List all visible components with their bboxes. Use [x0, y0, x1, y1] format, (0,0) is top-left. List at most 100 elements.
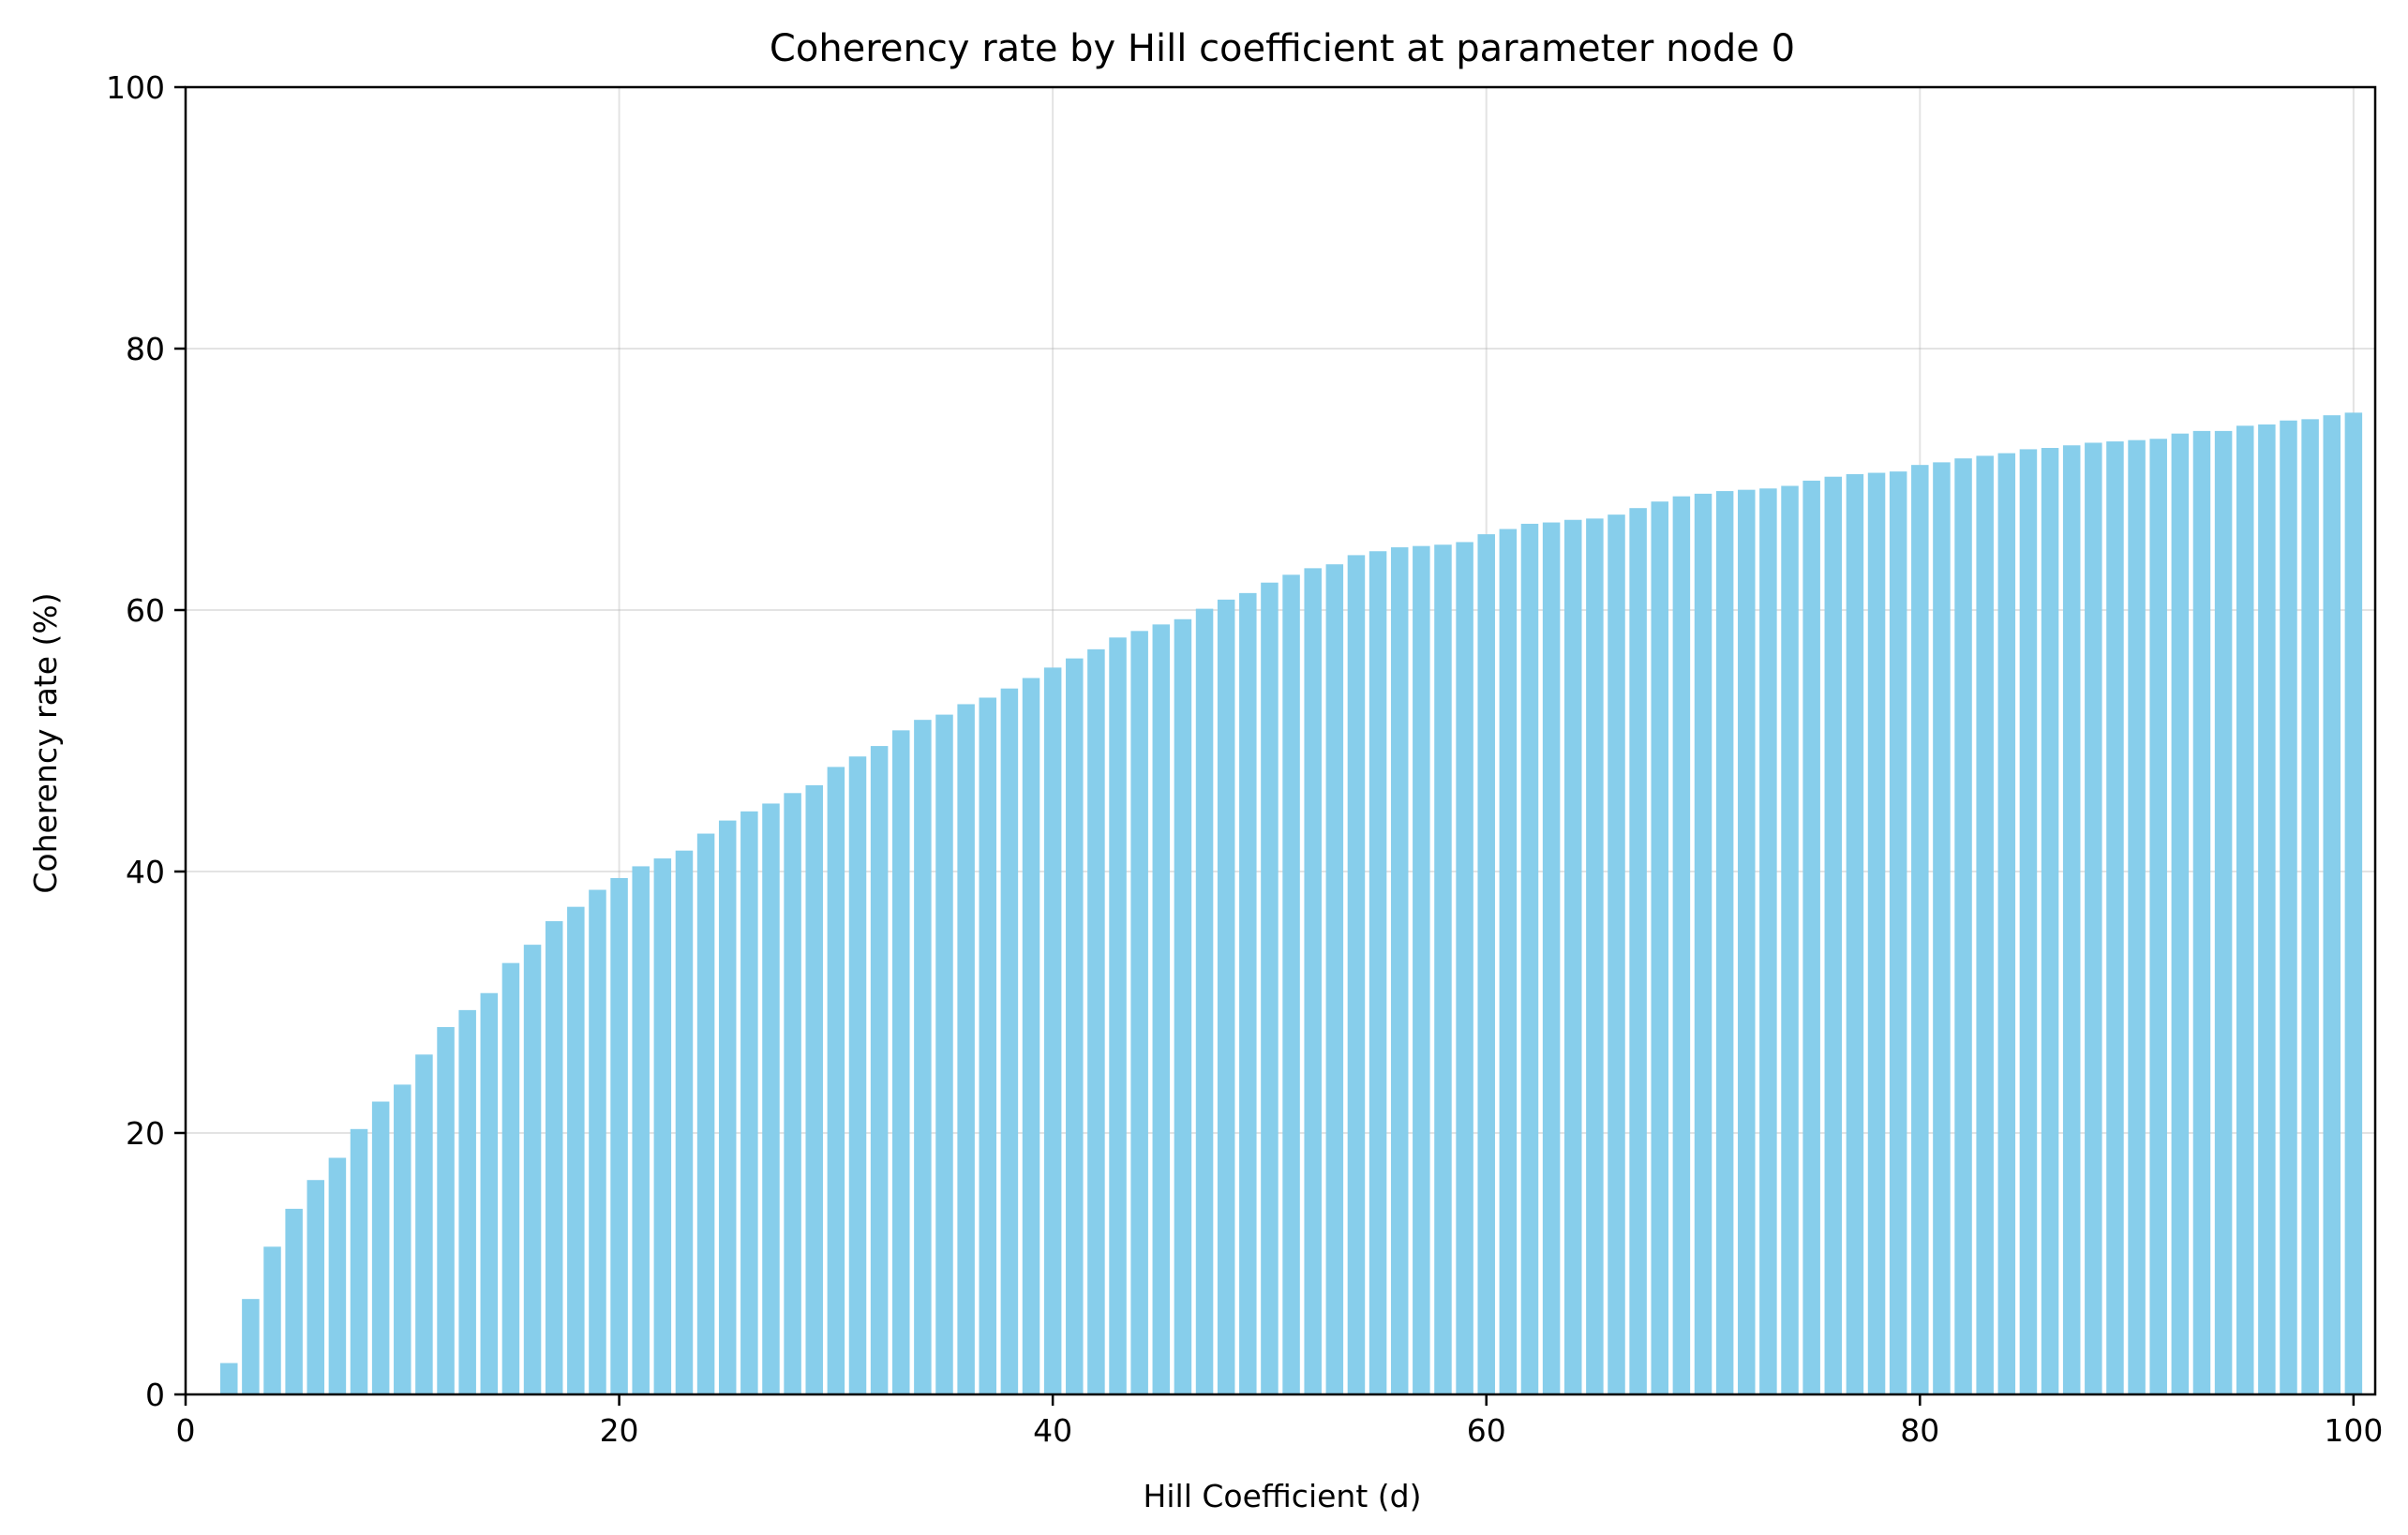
bar — [350, 1128, 368, 1394]
y-tick-label: 100 — [106, 69, 165, 106]
bar — [2106, 441, 2124, 1394]
bar — [1846, 473, 1864, 1394]
bar — [935, 714, 953, 1394]
y-tick-label: 0 — [145, 1377, 165, 1413]
bar — [545, 921, 563, 1394]
bar — [2128, 440, 2146, 1394]
bar — [1347, 555, 1366, 1394]
y-axis-label: Coherency rate (%) — [27, 592, 64, 893]
bar — [2280, 420, 2297, 1395]
bar — [437, 1027, 455, 1394]
bar — [2258, 424, 2276, 1394]
bar — [1520, 523, 1539, 1394]
bar — [2041, 448, 2059, 1394]
bar — [2344, 412, 2363, 1395]
bar — [1954, 458, 1972, 1394]
bar — [1629, 508, 1647, 1394]
bar — [1087, 648, 1105, 1394]
bar — [371, 1101, 390, 1394]
bar — [501, 962, 520, 1394]
bar — [2062, 445, 2081, 1395]
bar — [415, 1054, 433, 1394]
bar — [1390, 547, 1409, 1394]
bar — [2085, 442, 2102, 1394]
bar — [285, 1208, 303, 1394]
bar — [242, 1299, 260, 1394]
bar — [1413, 545, 1430, 1394]
y-tick-label: 20 — [126, 1115, 165, 1152]
y-tick-label: 40 — [126, 854, 165, 890]
bar — [1434, 544, 1452, 1394]
bar — [870, 746, 889, 1394]
bar — [1586, 518, 1604, 1394]
bar — [589, 889, 606, 1394]
bar — [1043, 667, 1062, 1394]
bar — [1282, 574, 1300, 1394]
bar — [1217, 599, 1235, 1394]
bar — [1911, 465, 1929, 1394]
x-tick-label: 40 — [1033, 1412, 1072, 1449]
bar — [1325, 564, 1344, 1394]
x-axis-label: Hill Coefficient (d) — [1144, 1478, 1422, 1514]
bar — [2171, 433, 2190, 1394]
bar — [1651, 501, 1669, 1394]
bar — [1066, 658, 1084, 1394]
bar — [1000, 688, 1019, 1394]
x-tick-label: 80 — [1900, 1412, 1939, 1449]
bar — [632, 866, 650, 1394]
bar — [1759, 488, 1777, 1394]
bar — [1889, 471, 1907, 1394]
bar — [1109, 637, 1127, 1394]
y-tick-label: 60 — [126, 592, 165, 629]
bar — [1802, 480, 1820, 1394]
x-tick-label: 60 — [1467, 1412, 1506, 1449]
chart-title: Coherency rate by Hill coefficient at pa… — [770, 27, 1795, 70]
bar — [307, 1180, 325, 1394]
bar — [2019, 449, 2038, 1394]
bar — [848, 756, 867, 1394]
bar — [1738, 489, 1756, 1394]
bar — [1369, 551, 1387, 1394]
bar — [1672, 496, 1691, 1394]
bar — [2236, 425, 2254, 1395]
bar — [1195, 608, 1214, 1394]
bar — [914, 720, 932, 1394]
x-tick-label: 20 — [600, 1412, 639, 1449]
bar — [805, 784, 823, 1394]
bar — [891, 730, 910, 1394]
bar — [1781, 485, 1799, 1394]
bar — [1174, 618, 1192, 1394]
bar — [1824, 476, 1843, 1395]
bar — [1499, 529, 1518, 1394]
plot-area-frame — [184, 85, 2377, 1396]
bar — [523, 945, 542, 1394]
bar — [2301, 419, 2319, 1395]
bar — [2149, 439, 2167, 1394]
bar — [979, 697, 997, 1394]
bar — [1997, 453, 2016, 1395]
bar — [458, 1009, 476, 1394]
bar — [2323, 415, 2341, 1394]
bar — [784, 793, 801, 1394]
bar — [567, 906, 585, 1394]
bar — [718, 820, 737, 1394]
y-tick-label: 80 — [126, 331, 165, 367]
bar — [740, 811, 758, 1394]
bar — [1304, 568, 1322, 1394]
bar — [610, 877, 628, 1394]
bar — [696, 833, 715, 1394]
bar — [1261, 582, 1279, 1394]
bar — [827, 767, 845, 1394]
bar — [1239, 592, 1257, 1394]
bar — [1130, 631, 1148, 1394]
bar — [1976, 455, 1994, 1394]
bar — [263, 1246, 281, 1394]
bar — [675, 850, 694, 1394]
bar — [1694, 493, 1713, 1394]
bar — [957, 704, 975, 1394]
bar — [480, 992, 499, 1394]
bar — [2192, 430, 2211, 1394]
bar — [1608, 514, 1625, 1394]
